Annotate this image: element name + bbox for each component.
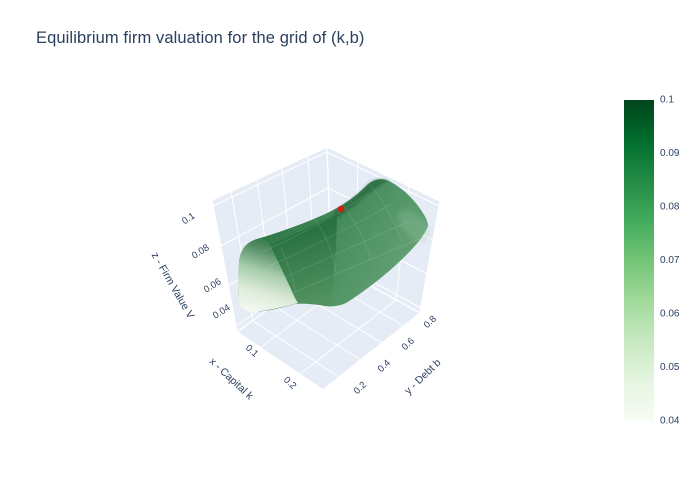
colorbar-tick-labels: 0.1 0.09 0.08 0.07 0.06 0.05 0.04 <box>660 95 680 427</box>
yaxis-tick: 0.4 <box>376 358 393 375</box>
chart-title: Equilibrium firm valuation for the grid … <box>36 29 365 47</box>
zaxis-title: z - Firm Value V <box>149 250 197 321</box>
surface-low-face <box>238 238 298 312</box>
zaxis-tick: 0.06 <box>202 276 224 295</box>
colorbar-tick: 0.04 <box>660 416 680 427</box>
marker-point[interactable] <box>337 205 345 213</box>
colorbar-tick: 0.07 <box>660 255 680 266</box>
colorbar: 0.1 0.09 0.08 0.07 0.06 0.05 0.04 <box>624 95 680 427</box>
yaxis-tick: 0.6 <box>400 336 417 353</box>
floor-pane <box>237 264 420 390</box>
zaxis-tick: 0.08 <box>190 242 212 261</box>
colorbar-tick: 0.06 <box>660 309 680 320</box>
surface-crest-shadow <box>334 178 388 218</box>
yaxis-tick: 0.2 <box>352 380 369 397</box>
zaxis-tick: 0.1 <box>180 211 197 227</box>
zaxis-tick: 0.04 <box>211 302 233 321</box>
surface-trace <box>238 178 431 312</box>
xaxis-tick: 0.2 <box>281 375 298 392</box>
colorbar-tick: 0.08 <box>660 202 680 213</box>
yaxis-tick: 0.8 <box>422 314 439 331</box>
colorbar-tick: 0.09 <box>660 148 680 159</box>
xaxis-title: x - Capital k <box>207 356 256 403</box>
surface-tip-highlight <box>397 209 431 243</box>
scene-3d[interactable]: 0.1 0.08 0.06 0.04 z - Firm Value V 0.1 … <box>149 146 444 403</box>
colorbar-tick: 0.05 <box>660 362 680 373</box>
surface-mesh-lines <box>261 185 420 296</box>
yaxis-title: y - Debt b <box>402 357 443 397</box>
colorbar-tick: 0.1 <box>660 95 674 106</box>
surface-front-slope <box>270 212 337 306</box>
colorbar-gradient <box>624 100 654 421</box>
